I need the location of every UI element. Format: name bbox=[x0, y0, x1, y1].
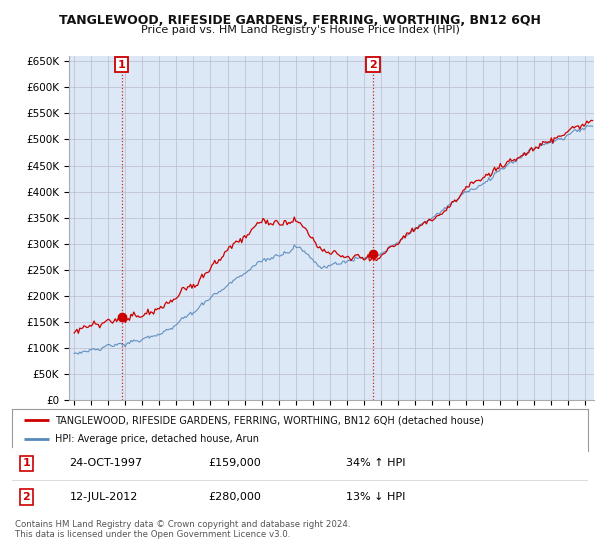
Text: 1: 1 bbox=[118, 59, 125, 69]
Text: 1: 1 bbox=[23, 459, 30, 469]
Text: Price paid vs. HM Land Registry's House Price Index (HPI): Price paid vs. HM Land Registry's House … bbox=[140, 25, 460, 35]
Text: £280,000: £280,000 bbox=[208, 492, 261, 502]
Text: 13% ↓ HPI: 13% ↓ HPI bbox=[346, 492, 406, 502]
Text: TANGLEWOOD, RIFESIDE GARDENS, FERRING, WORTHING, BN12 6QH (detached house): TANGLEWOOD, RIFESIDE GARDENS, FERRING, W… bbox=[55, 415, 484, 425]
Text: £159,000: £159,000 bbox=[208, 459, 260, 469]
Text: HPI: Average price, detached house, Arun: HPI: Average price, detached house, Arun bbox=[55, 435, 259, 445]
Text: 12-JUL-2012: 12-JUL-2012 bbox=[70, 492, 138, 502]
Text: 24-OCT-1997: 24-OCT-1997 bbox=[70, 459, 143, 469]
Text: Contains HM Land Registry data © Crown copyright and database right 2024.
This d: Contains HM Land Registry data © Crown c… bbox=[15, 520, 350, 539]
Text: 2: 2 bbox=[369, 59, 377, 69]
Text: 34% ↑ HPI: 34% ↑ HPI bbox=[346, 459, 406, 469]
Text: TANGLEWOOD, RIFESIDE GARDENS, FERRING, WORTHING, BN12 6QH: TANGLEWOOD, RIFESIDE GARDENS, FERRING, W… bbox=[59, 14, 541, 27]
Text: 2: 2 bbox=[23, 492, 30, 502]
